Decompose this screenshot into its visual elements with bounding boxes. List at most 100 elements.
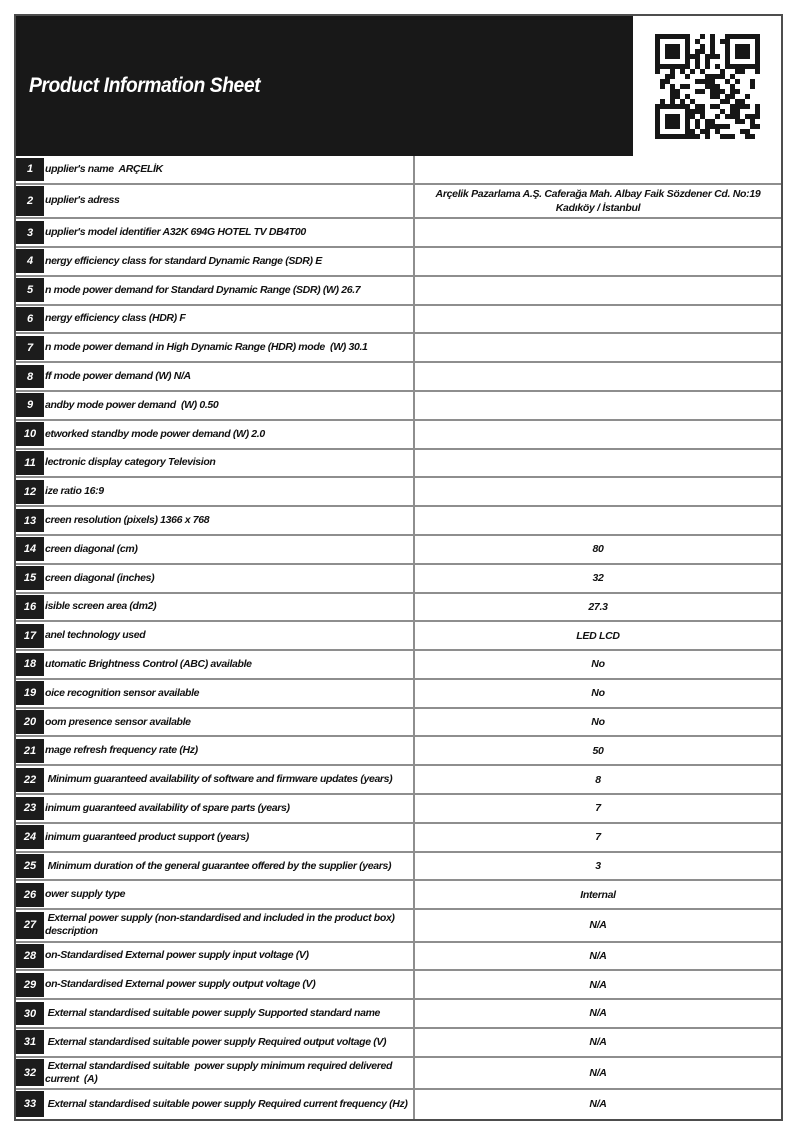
row-number-badge: 5	[16, 278, 44, 303]
row-value: 27.3	[413, 593, 781, 621]
row-number-badge: 30	[16, 1001, 44, 1026]
table-row: 18 utomatic Brightness Control (ABC) avai…	[16, 651, 781, 680]
table-row: 11 lectronic display category Television	[16, 449, 781, 479]
row-number-badge: 12	[16, 479, 44, 504]
row-value	[413, 363, 781, 390]
table-row: 33 External standardised suitable power …	[16, 1089, 781, 1119]
row-value: 7	[413, 795, 781, 822]
row-value: Arçelik Pazarlama A.Ş. Caferağa Mah. Alb…	[413, 184, 781, 218]
row-label: anel technology used	[45, 629, 146, 642]
row-label: External standardised suitable power sup…	[45, 1059, 395, 1085]
row-number-badge: 4	[16, 249, 44, 274]
row-number-badge: 19	[16, 681, 44, 706]
row-value: 80	[413, 535, 781, 563]
table-row: 9 andby mode power demand (W) 0.50	[16, 391, 781, 421]
row-value: N/A	[413, 910, 781, 941]
row-value	[413, 391, 781, 419]
row-label: andby mode power demand (W) 0.50	[45, 398, 219, 411]
spec-table: 1 upplier's name ARÇELİK 2 upplier's adress…	[16, 156, 781, 1119]
header-banner: Product Information Sheet	[16, 16, 633, 156]
table-row: 3 upplier's model identifier A32K 694G HO…	[16, 219, 781, 248]
row-label: inimum guaranteed availability of spare …	[45, 801, 290, 814]
row-number-badge: 10	[16, 422, 44, 447]
row-label: creen resolution (pixels) 1366 x 768	[45, 513, 210, 526]
product-information-sheet: Product Information Sheet 1 upplier's nam…	[14, 14, 783, 1121]
row-number-badge: 25	[16, 854, 44, 878]
row-label: Minimum duration of the general guarante…	[45, 859, 392, 872]
table-row: 17 anel technology used LED LCD	[16, 622, 781, 652]
row-label: External standardised suitable power sup…	[45, 1097, 408, 1110]
row-number-badge: 9	[16, 393, 44, 418]
row-number-badge: 28	[16, 944, 44, 968]
row-label: mage refresh frequency rate (Hz)	[45, 744, 198, 757]
row-label: nergy efficiency class (HDR) F	[45, 312, 186, 325]
row-value: 32	[413, 564, 781, 592]
table-row: 12 ize ratio 16:9	[16, 478, 781, 508]
row-value: No	[413, 651, 781, 678]
row-value: LED LCD	[413, 622, 781, 650]
table-row: 21 mage refresh frequency rate (Hz) 50	[16, 737, 781, 767]
table-row: 32 External standardised suitable power …	[16, 1057, 781, 1090]
qr-code-icon	[654, 33, 760, 139]
row-number-badge: 20	[16, 710, 44, 734]
row-number-badge: 23	[16, 796, 44, 821]
table-row: 10 etworked standby mode power demand (W)…	[16, 420, 781, 450]
row-number-badge: 16	[16, 595, 44, 619]
row-label: ower supply type	[45, 888, 126, 901]
table-row: 22 Minimum guaranteed availability of so…	[16, 766, 781, 796]
row-number-badge: 18	[16, 652, 44, 677]
table-row: 6 nergy efficiency class (HDR) F	[16, 305, 781, 335]
row-number-badge: 17	[16, 623, 44, 648]
row-value	[413, 478, 781, 506]
row-label: upplier's name ARÇELİK	[45, 162, 163, 175]
table-row: 1 upplier's name ARÇELİK	[16, 156, 781, 185]
row-number-badge: 3	[16, 220, 44, 245]
row-number-badge: 26	[16, 882, 44, 907]
row-value: N/A	[413, 971, 781, 999]
page-title: Product Information Sheet	[29, 74, 261, 97]
row-label: oom presence sensor available	[45, 715, 191, 728]
row-number-badge: 29	[16, 972, 44, 997]
row-number-badge: 32	[16, 1059, 44, 1087]
row-value	[413, 420, 781, 448]
table-row: 29 on-Standardised External power supply …	[16, 971, 781, 1001]
row-label: n mode power demand in High Dynamic Rang…	[45, 341, 368, 354]
row-value	[413, 449, 781, 477]
row-label: External standardised suitable power sup…	[45, 1035, 387, 1048]
row-number-badge: 1	[16, 157, 44, 182]
row-label: on-Standardised External power supply in…	[45, 949, 309, 962]
table-row: 24 inimum guaranteed product support (yea…	[16, 823, 781, 853]
table-row: 20 oom presence sensor available No	[16, 708, 781, 738]
row-value	[413, 219, 781, 246]
row-number-badge: 24	[16, 825, 44, 850]
row-label: etworked standby mode power demand (W) 2…	[45, 427, 265, 440]
row-label: upplier's model identifier A32K 694G HOT…	[45, 225, 306, 238]
table-row: 13 creen resolution (pixels) 1366 x 768	[16, 507, 781, 536]
row-value: N/A	[413, 942, 781, 970]
row-label: ize ratio 16:9	[45, 485, 104, 498]
table-row: 26 ower supply type Internal	[16, 881, 781, 911]
row-label: lectronic display category Television	[45, 456, 216, 469]
row-number-badge: 8	[16, 364, 44, 389]
row-number-badge: 27	[16, 911, 44, 940]
row-label: creen diagonal (inches)	[45, 571, 155, 584]
row-label: External standardised suitable power sup…	[45, 1006, 381, 1019]
row-value: 50	[413, 737, 781, 765]
table-row: 27 External power supply (non-standardis…	[16, 910, 781, 943]
row-label: upplier's adress	[45, 194, 120, 207]
table-row: 14 creen diagonal (cm) 80	[16, 535, 781, 565]
row-value: 3	[413, 852, 781, 880]
row-value: N/A	[413, 1028, 781, 1056]
row-value: N/A	[413, 1000, 781, 1027]
row-value	[413, 247, 781, 275]
row-label: ff mode power demand (W) N/A	[45, 369, 191, 382]
row-number-badge: 7	[16, 335, 44, 360]
table-row: 28 on-Standardised External power supply …	[16, 942, 781, 972]
row-value	[413, 334, 781, 362]
row-value: N/A	[413, 1089, 781, 1119]
row-label: creen diagonal (cm)	[45, 542, 138, 555]
row-value: 7	[413, 823, 781, 851]
qr-panel	[633, 16, 781, 156]
